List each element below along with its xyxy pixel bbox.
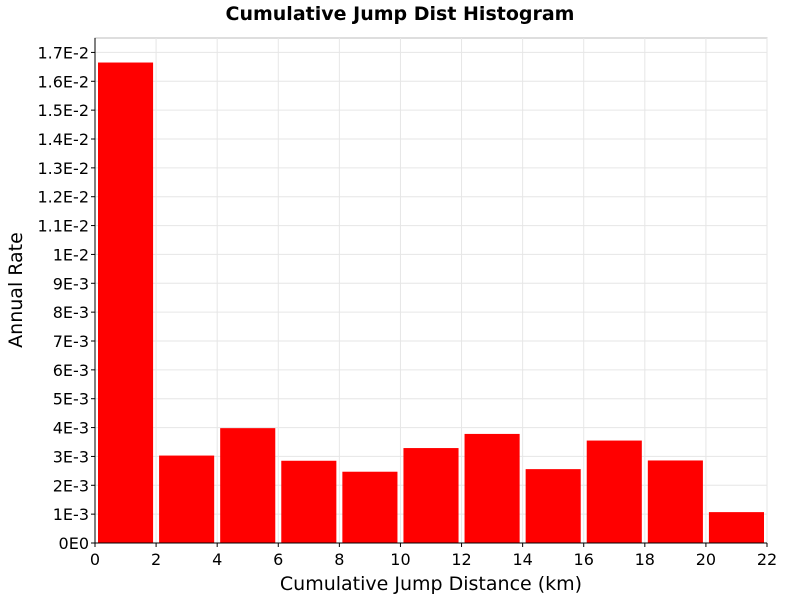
histogram-bar — [342, 471, 398, 543]
y-tick-label: 1E-3 — [53, 505, 89, 524]
histogram-bar — [647, 460, 703, 543]
x-tick-label: 18 — [635, 550, 655, 569]
y-tick-label: 1.6E-2 — [37, 72, 89, 91]
histogram-bar — [708, 512, 764, 543]
chart-title: Cumulative Jump Dist Histogram — [226, 3, 575, 25]
y-tick-label: 1.3E-2 — [37, 159, 89, 178]
y-tick-label: 1.2E-2 — [37, 188, 89, 207]
y-tick-label: 5E-3 — [53, 390, 89, 409]
histogram-bar — [403, 448, 459, 543]
y-tick-label: 7E-3 — [53, 332, 89, 351]
y-tick-label: 1.1E-2 — [37, 217, 89, 236]
y-tick-label: 3E-3 — [53, 447, 89, 466]
y-tick-label: 1.5E-2 — [37, 101, 89, 120]
x-tick-label: 16 — [574, 550, 594, 569]
x-tick-label: 6 — [273, 550, 283, 569]
y-tick-label: 9E-3 — [53, 274, 89, 293]
histogram-bar — [159, 455, 215, 543]
x-tick-label: 14 — [512, 550, 532, 569]
x-tick-label: 10 — [390, 550, 410, 569]
x-tick-label: 20 — [696, 550, 716, 569]
histogram-bar — [586, 440, 642, 543]
y-tick-label: 4E-3 — [53, 419, 89, 438]
x-tick-label: 0 — [90, 550, 100, 569]
x-axis-label: Cumulative Jump Distance (km) — [280, 573, 582, 595]
y-tick-label: 0E0 — [59, 534, 89, 553]
y-axis-ticks: 0E0 1E-3 2E-3 3E-3 4E-3 5E-3 6E-3 7E-3 8E-3 9E-3 1… — [37, 43, 95, 553]
y-tick-label: 1.7E-2 — [37, 43, 89, 62]
x-tick-label: 12 — [451, 550, 471, 569]
y-tick-label: 6E-3 — [53, 361, 89, 380]
histogram-bar — [464, 433, 520, 543]
histogram-bar — [98, 62, 154, 544]
y-tick-label: 1.4E-2 — [37, 130, 89, 149]
histogram-bar — [525, 469, 581, 543]
x-tick-label: 2 — [151, 550, 161, 569]
x-tick-label: 4 — [212, 550, 222, 569]
bars — [98, 62, 764, 544]
x-tick-label: 22 — [757, 550, 777, 569]
histogram-bar — [220, 428, 276, 543]
x-tick-label: 8 — [334, 550, 344, 569]
y-axis-label: Annual Rate — [5, 232, 27, 348]
axes — [94, 38, 767, 544]
y-tick-label: 1E-2 — [53, 245, 89, 264]
histogram-bar — [281, 460, 337, 543]
y-tick-label: 8E-3 — [53, 303, 89, 322]
y-tick-label: 2E-3 — [53, 476, 89, 495]
x-axis-ticks: 0 2 4 6 8 10 12 14 16 18 20 22 — [90, 543, 777, 569]
